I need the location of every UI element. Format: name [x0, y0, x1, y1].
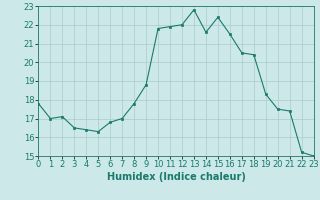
X-axis label: Humidex (Indice chaleur): Humidex (Indice chaleur) — [107, 172, 245, 182]
